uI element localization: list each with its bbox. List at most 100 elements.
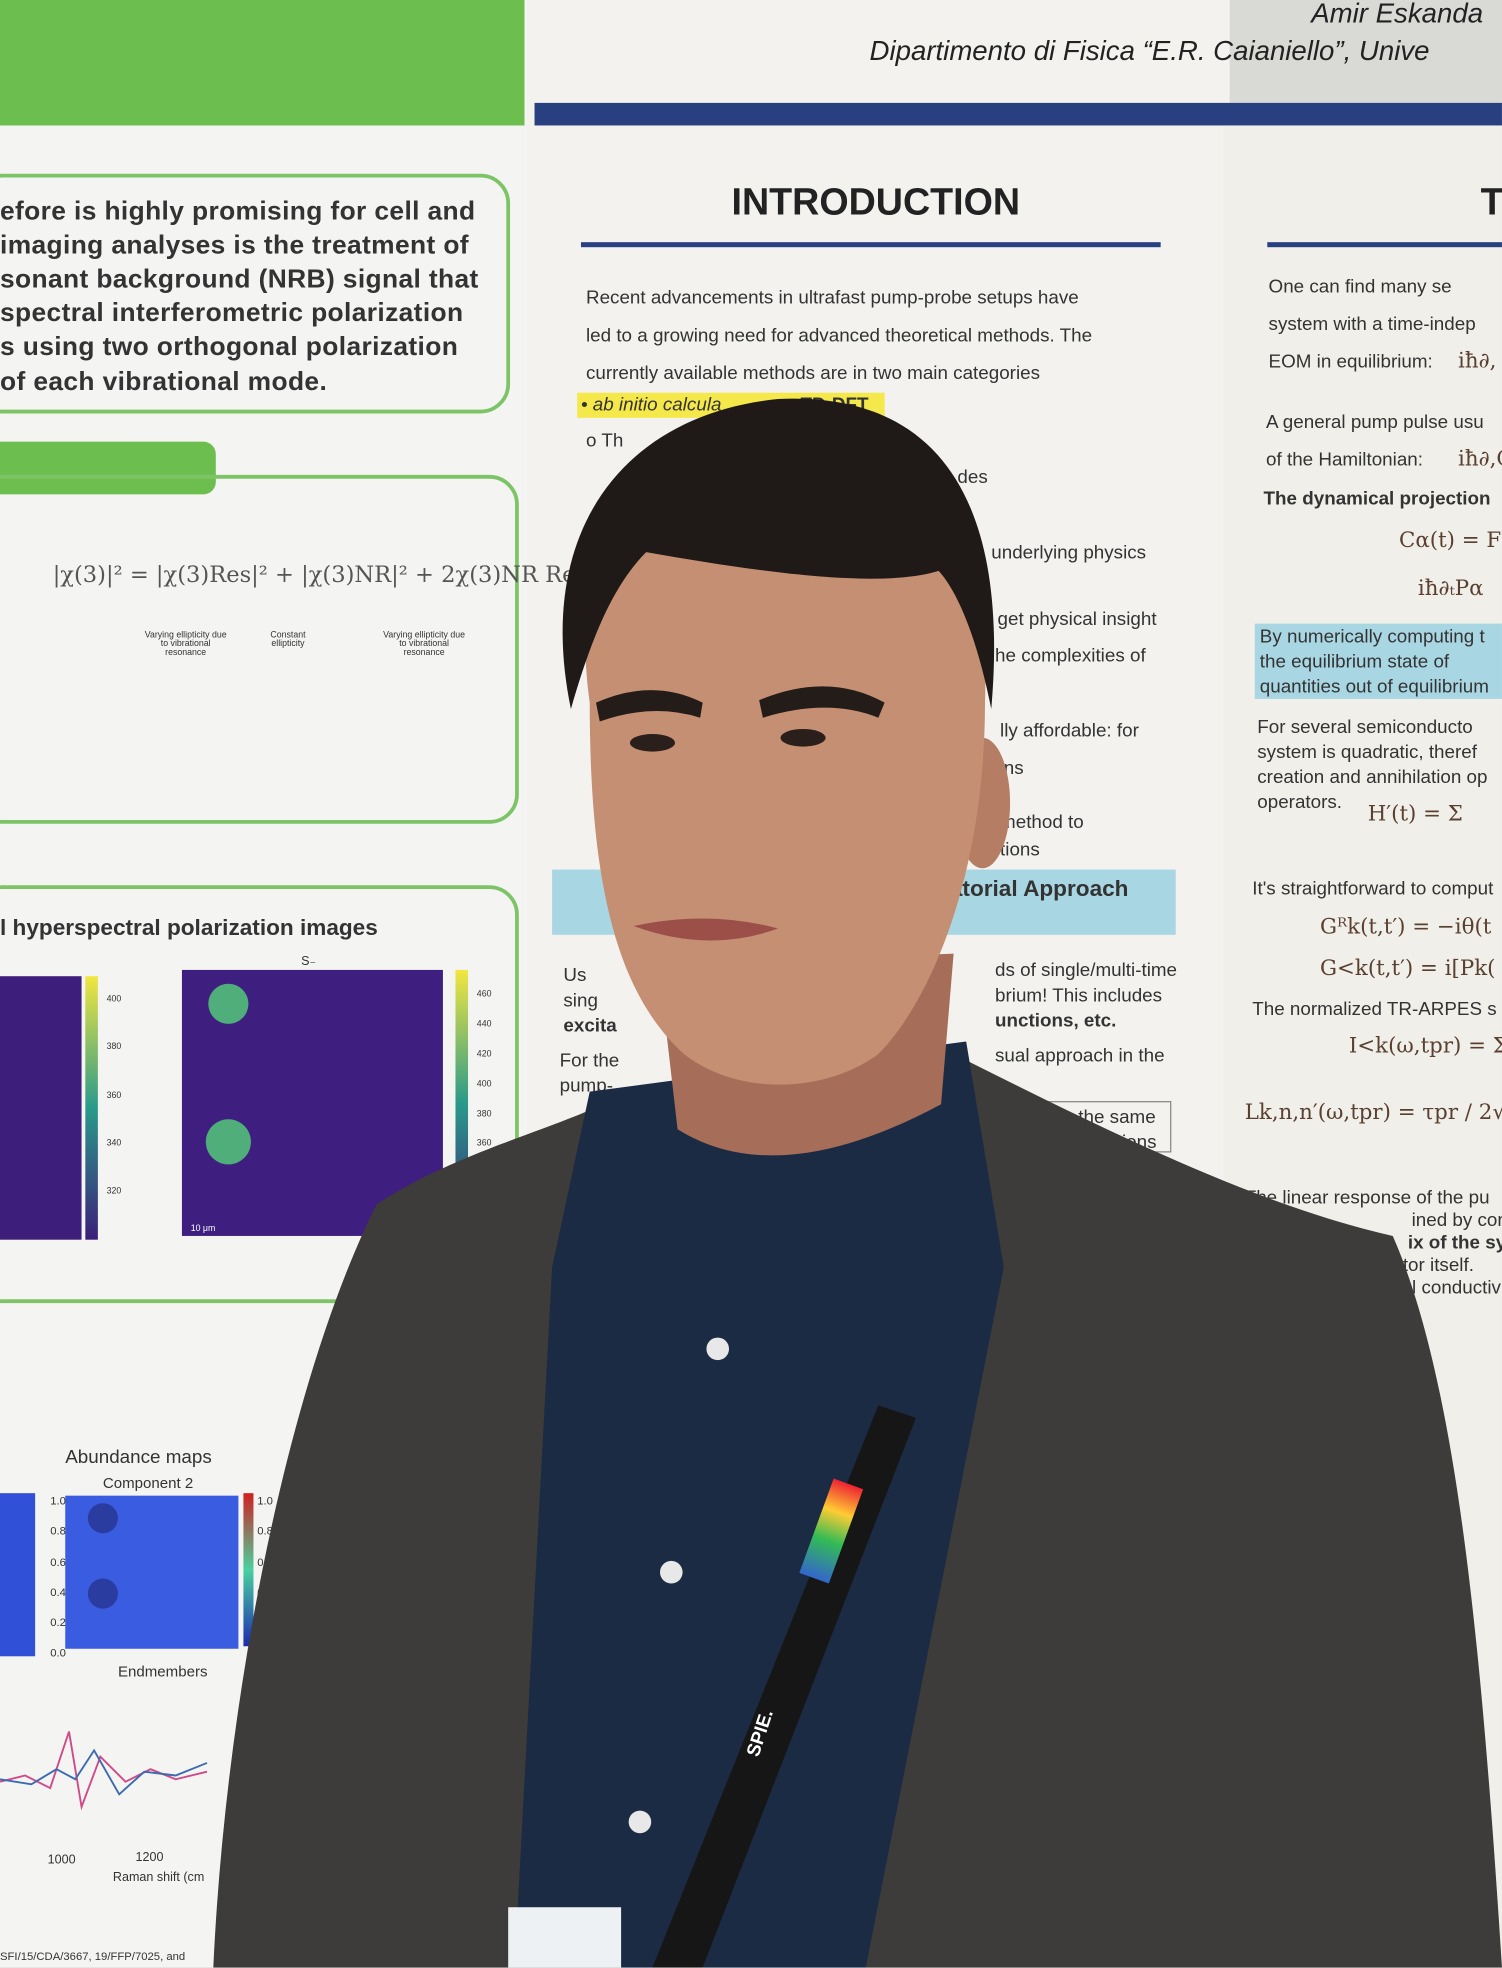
button <box>706 1337 730 1361</box>
body-text: he complexities of <box>995 644 1146 666</box>
equation: iħ∂, <box>1458 348 1497 374</box>
eyebrow <box>759 686 885 718</box>
abundance-map <box>0 1493 36 1657</box>
body-text: spectral interferometric polarization <box>0 299 464 329</box>
equation: I<k(ω,tpr) = ΣΣ <box>1348 1033 1502 1059</box>
colorbar-tick: 380 <box>476 1110 492 1120</box>
hair <box>562 398 995 709</box>
blue-bar <box>534 102 1502 126</box>
section-title: INTRODUCTION <box>731 181 1021 223</box>
body-text: Recent advancements in ultrafast pump-pr… <box>585 287 1079 309</box>
colorbar-tick: 360 <box>106 1091 122 1101</box>
body-text: brium! This includes <box>995 984 1163 1007</box>
colorbar-tick: 0.2 <box>50 1616 66 1629</box>
body-text: des <box>957 466 988 488</box>
body-text: sonant background (NRB) signal that <box>0 265 479 295</box>
equation: H′(t) = Σ <box>1367 801 1463 827</box>
body-text: method to <box>1000 811 1084 833</box>
face <box>585 420 986 1085</box>
x-tick-label: 1200 <box>135 1850 164 1864</box>
body-text: al conductiv <box>1401 1277 1501 1299</box>
x-axis-label: Raman shift (cm <box>112 1870 205 1885</box>
equation-note: Varying ellipticity due to vibrational r… <box>144 631 227 658</box>
colorbar-tick: 1.0 <box>50 1494 66 1508</box>
equation: Cα(t) = F <box>1399 527 1502 553</box>
colorbar-tick: 0.6 <box>50 1555 66 1569</box>
cell <box>208 983 249 1024</box>
eye <box>629 734 676 752</box>
body-text: It's straightforward to comput <box>1252 878 1494 900</box>
highlight-box <box>1254 623 1502 699</box>
body-text: led to a growing need for advanced theor… <box>585 324 1093 347</box>
body-text: currently available methods are in two m… <box>585 362 1041 384</box>
colorbar-tick: 400 <box>106 995 122 1004</box>
body-text: A general pump pulse usu <box>1266 411 1484 433</box>
body-text: system with a time-indep <box>1268 313 1476 335</box>
body-text: creation and annihilation op <box>1257 766 1488 788</box>
mouth <box>633 918 778 941</box>
colorbar-tick: 400 <box>476 1080 492 1090</box>
body-text: ined by conside <box>1411 1209 1502 1231</box>
equation-box <box>0 474 519 824</box>
image-label: S₋ <box>301 954 317 969</box>
body-text: ds of single/multi-time <box>995 959 1178 981</box>
image-box <box>0 885 519 1304</box>
equation: Gᴿk(t,t′) = −iθ(t <box>1320 914 1492 940</box>
body-text: system is quadratic, theref <box>1257 741 1477 763</box>
body-text: of the Hamiltonian: <box>1266 448 1423 471</box>
x-tick-label: 1000 <box>47 1852 76 1867</box>
body-text: EOM in equilibrium: <box>1268 351 1433 373</box>
body-text: The normalized TR-ARPES s <box>1252 998 1497 1020</box>
colorbar-tick: 0.0 <box>50 1646 66 1659</box>
body-text: By numerically computing t <box>1259 625 1485 648</box>
colorbar-tick: 440 <box>476 1020 492 1030</box>
body-text: o Th <box>585 430 624 452</box>
figure-title: l hyperspectral polarization images <box>0 914 378 940</box>
lanyard-stripe <box>799 1478 864 1584</box>
spot <box>87 1578 118 1609</box>
author: Amir Eskanda <box>1311 0 1484 29</box>
body-text: ns <box>1003 757 1024 779</box>
eye <box>780 729 826 747</box>
spot <box>87 1503 118 1534</box>
shirt <box>514 1041 1004 1968</box>
body-text: quantities out of equilibrium <box>1259 676 1489 698</box>
body-text: ix of the sys <box>1407 1231 1502 1254</box>
body-text: imaging analyses is the treatment of <box>0 231 469 261</box>
body-text: The linear response of the pu <box>1244 1186 1490 1209</box>
cell <box>205 1119 251 1165</box>
lanyard-text: SPIE. <box>742 1706 778 1760</box>
body-text: Us <box>563 964 587 986</box>
equation: iħ∂ₜPα <box>1417 575 1484 601</box>
colorbar-tick: 360 <box>476 1139 492 1149</box>
eyebrow <box>596 690 703 722</box>
equation: Lk,n,n′(ω,tpr) = τpr / 2√(2π ln2) <box>1244 1099 1502 1126</box>
body-text: ratorial Approach <box>941 875 1129 902</box>
body-text: the equilibrium state of <box>1259 650 1450 673</box>
body-text: The dynamical projection <box>1263 487 1491 510</box>
colorbar-tick: 320 <box>106 1187 122 1196</box>
body-text: lly affordable: for <box>1000 719 1139 742</box>
colorbar-tick: 340 <box>106 1139 122 1149</box>
colorbar <box>243 1493 254 1647</box>
colorbar-tick: 0.8 <box>50 1524 66 1538</box>
equation: |χ(3)|² = |χ(3)Res|² + |χ(3)NR|² + 2χ(3)… <box>52 562 681 589</box>
colorbar <box>85 976 98 1240</box>
body-text: tions <box>1000 839 1040 861</box>
section-title: T <box>1480 181 1502 223</box>
equation: iħ∂,C <box>1458 446 1502 472</box>
colorbar-tick: 0.4 <box>50 1586 66 1599</box>
green-header <box>0 0 525 126</box>
figure-title: Abundance maps <box>65 1446 212 1468</box>
colorbar-tick: 380 <box>106 1042 122 1052</box>
badge <box>508 1907 622 1968</box>
colorbar-tick: 460 <box>476 990 492 999</box>
button <box>628 1810 652 1834</box>
body-text: s using two orthogonal polarization <box>0 333 459 362</box>
body-text: One can find many se <box>1268 275 1452 298</box>
colorbar-tick: 1.0 <box>257 1494 273 1508</box>
equation-note: Varying ellipticity due to vibrational r… <box>383 631 466 658</box>
